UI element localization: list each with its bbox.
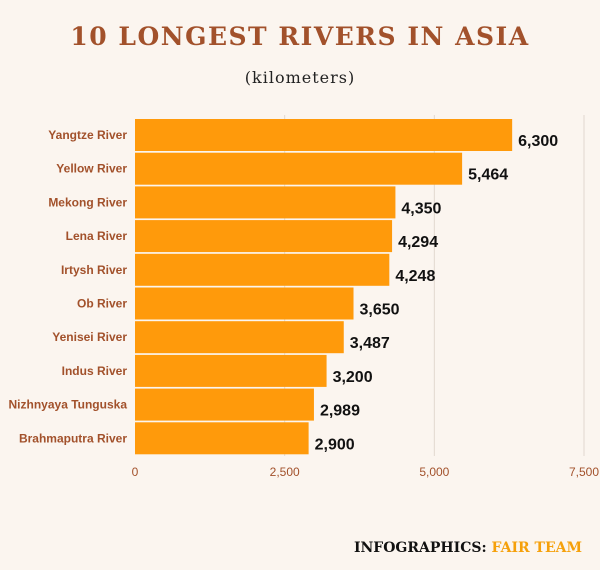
bar bbox=[135, 422, 309, 455]
category-label: Irtysh River bbox=[61, 263, 127, 277]
category-label: Nizhnyaya Tunguska bbox=[9, 398, 128, 412]
data-label: 4,350 bbox=[401, 200, 441, 217]
data-label: 3,650 bbox=[360, 302, 400, 319]
bar bbox=[135, 321, 344, 354]
footer-brand: FAIR TEAM bbox=[491, 540, 583, 556]
x-tick-label: 7,500 bbox=[569, 465, 599, 479]
category-label: Brahmaputra River bbox=[19, 431, 127, 445]
data-label: 2,989 bbox=[320, 403, 360, 420]
bar bbox=[135, 152, 463, 185]
bar bbox=[135, 186, 396, 219]
data-label: 4,248 bbox=[395, 268, 435, 285]
bar bbox=[135, 119, 513, 151]
data-label: 6,300 bbox=[518, 133, 558, 150]
bar bbox=[135, 287, 354, 320]
data-label: 2,900 bbox=[315, 436, 355, 453]
data-label: 3,200 bbox=[333, 369, 373, 386]
x-tick-label: 5,000 bbox=[419, 465, 449, 479]
data-label: 3,487 bbox=[350, 335, 390, 352]
category-label: Mekong River bbox=[48, 195, 127, 209]
footer-prefix: INFOGRAPHICS: bbox=[353, 540, 487, 556]
bar bbox=[135, 253, 390, 286]
category-label: Lena River bbox=[66, 229, 128, 243]
data-label: 5,464 bbox=[468, 167, 508, 184]
category-label: Indus River bbox=[62, 364, 128, 378]
category-label: Yellow River bbox=[56, 162, 127, 176]
category-label: Yangtze River bbox=[48, 128, 127, 142]
footer-credit: INFOGRAPHICS: FAIR TEAM bbox=[354, 540, 582, 556]
bar bbox=[135, 388, 314, 421]
x-tick-label: 2,500 bbox=[270, 465, 300, 479]
bar bbox=[135, 354, 327, 387]
data-label: 4,294 bbox=[398, 234, 438, 251]
chart-title: 10 LONGEST RIVERS IN ASIA bbox=[70, 22, 530, 51]
bar bbox=[135, 220, 393, 253]
category-label: Ob River bbox=[77, 297, 127, 311]
chart-subtitle: (kilometers) bbox=[244, 68, 356, 87]
category-label: Yenisei River bbox=[52, 330, 127, 344]
x-tick-label: 0 bbox=[132, 465, 139, 479]
